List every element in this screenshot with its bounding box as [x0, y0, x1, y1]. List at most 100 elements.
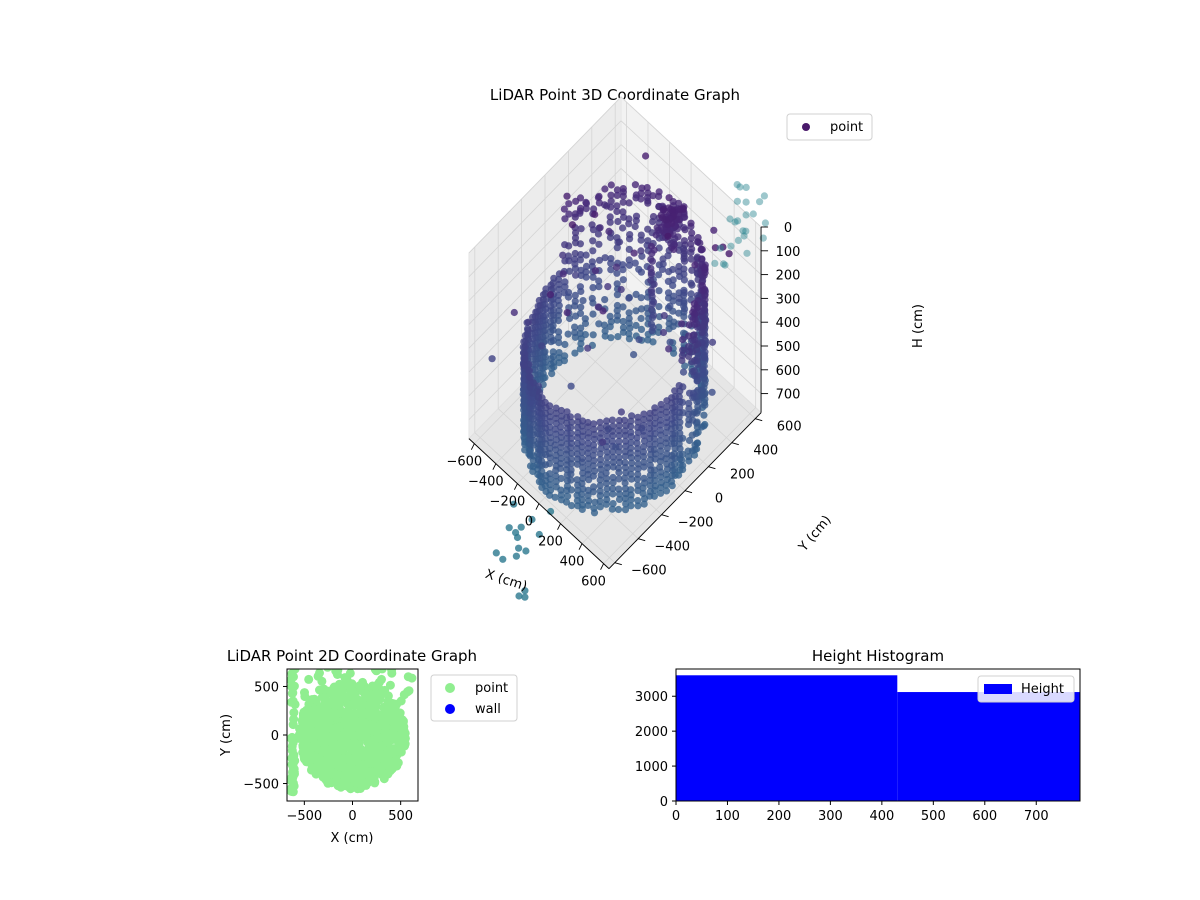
- point-3d: [643, 184, 651, 192]
- point-3d: [679, 335, 687, 344]
- point-3d: [663, 403, 671, 411]
- point-3d: [599, 307, 607, 315]
- point-3d: [698, 255, 706, 264]
- point-3d: [656, 437, 665, 445]
- point-3d: [701, 401, 709, 409]
- point-3d: [488, 355, 496, 363]
- point-3d: [520, 382, 528, 390]
- point-3d: [742, 183, 750, 191]
- point-3d: [571, 213, 579, 221]
- point-3d: [601, 327, 609, 335]
- point-3d: [615, 485, 623, 493]
- point-3d: [645, 425, 654, 433]
- point-3d: [615, 416, 623, 425]
- point-3d: [685, 405, 693, 413]
- point-2d: [288, 738, 298, 748]
- point-3d: [571, 302, 579, 310]
- point-3d: [608, 505, 616, 513]
- point-3d: [698, 328, 706, 337]
- point-3d: [584, 501, 592, 509]
- point-3d: [555, 354, 563, 362]
- tick-label-2d-y: 0: [271, 729, 279, 744]
- chart-histogram-legend-label: Height: [1021, 682, 1064, 697]
- point-3d: [640, 427, 648, 435]
- point-3d: [648, 306, 656, 314]
- point-2d: [389, 705, 399, 715]
- point-3d: [675, 262, 683, 271]
- tick-label-2d-y: 500: [254, 680, 279, 695]
- grid-z-left: [468, 144, 622, 301]
- point-3d: [605, 227, 613, 235]
- point-3d: [567, 466, 575, 474]
- tick-x: [557, 523, 561, 530]
- grid-z-left: [468, 120, 622, 278]
- point-3d: [609, 485, 617, 493]
- point-3d: [668, 207, 677, 215]
- point-3d: [701, 354, 709, 362]
- tick-label-z: 700: [776, 388, 801, 403]
- point-3d: [688, 281, 696, 289]
- point-2d: [342, 721, 352, 731]
- point-3d: [571, 329, 579, 337]
- point-3d: [547, 333, 555, 341]
- point-3d: [521, 332, 530, 340]
- point-3d: [615, 495, 624, 503]
- point-3d: [591, 267, 600, 275]
- point-3d: [617, 408, 626, 416]
- point-3d: [613, 202, 621, 210]
- point-3d: [524, 326, 532, 334]
- point-3d: [614, 505, 623, 514]
- point-3d: [650, 298, 658, 306]
- point-2d: [299, 713, 309, 723]
- point-3d: [567, 434, 575, 442]
- point-3d: [613, 307, 621, 315]
- point-3d: [532, 308, 540, 316]
- point-2d: [382, 714, 391, 724]
- grid-z-back: [620, 96, 762, 228]
- point-3d: [606, 323, 614, 331]
- point-3d: [625, 309, 633, 317]
- point-3d: [566, 314, 574, 323]
- point-3d: [603, 459, 611, 467]
- point-3d: [579, 469, 587, 477]
- tick-label-x: −600: [446, 455, 482, 470]
- point-3d: [657, 400, 665, 409]
- point-3d: [621, 506, 630, 514]
- point-3d: [635, 336, 643, 344]
- point-3d: [657, 405, 665, 414]
- point-3d: [710, 226, 718, 234]
- chart-2d-legend-label-point: point: [475, 681, 508, 696]
- point-2d: [342, 674, 352, 684]
- point-3d: [579, 464, 587, 472]
- point-3d: [595, 320, 603, 328]
- point-3d: [529, 379, 537, 387]
- point-2d: [355, 681, 365, 691]
- point-3d: [631, 181, 640, 189]
- point-3d: [561, 215, 569, 223]
- point-3d: [671, 387, 679, 395]
- point-3d: [676, 461, 684, 469]
- point-3d: [574, 481, 582, 489]
- point-3d: [578, 454, 586, 462]
- point-3d: [689, 315, 697, 323]
- point-3d: [510, 308, 518, 317]
- point-3d: [521, 587, 529, 595]
- point-3d: [541, 414, 549, 422]
- point-3d: [639, 489, 647, 498]
- point-3d: [609, 448, 617, 456]
- point-3d: [596, 224, 604, 232]
- point-3d: [597, 456, 605, 464]
- point-3d: [596, 503, 604, 511]
- chart-3d-zlabel: H (cm): [911, 304, 926, 348]
- point-3d: [572, 312, 580, 320]
- point-3d: [634, 487, 642, 495]
- point-3d: [657, 489, 665, 497]
- point-3d: [619, 208, 627, 216]
- point-3d: [680, 289, 688, 297]
- hist-bar: [676, 675, 898, 801]
- chart-histogram-bars: [676, 675, 1080, 801]
- point-3d: [529, 399, 537, 408]
- point-3d: [666, 338, 674, 346]
- point-3d: [640, 421, 648, 429]
- point-3d: [681, 362, 689, 370]
